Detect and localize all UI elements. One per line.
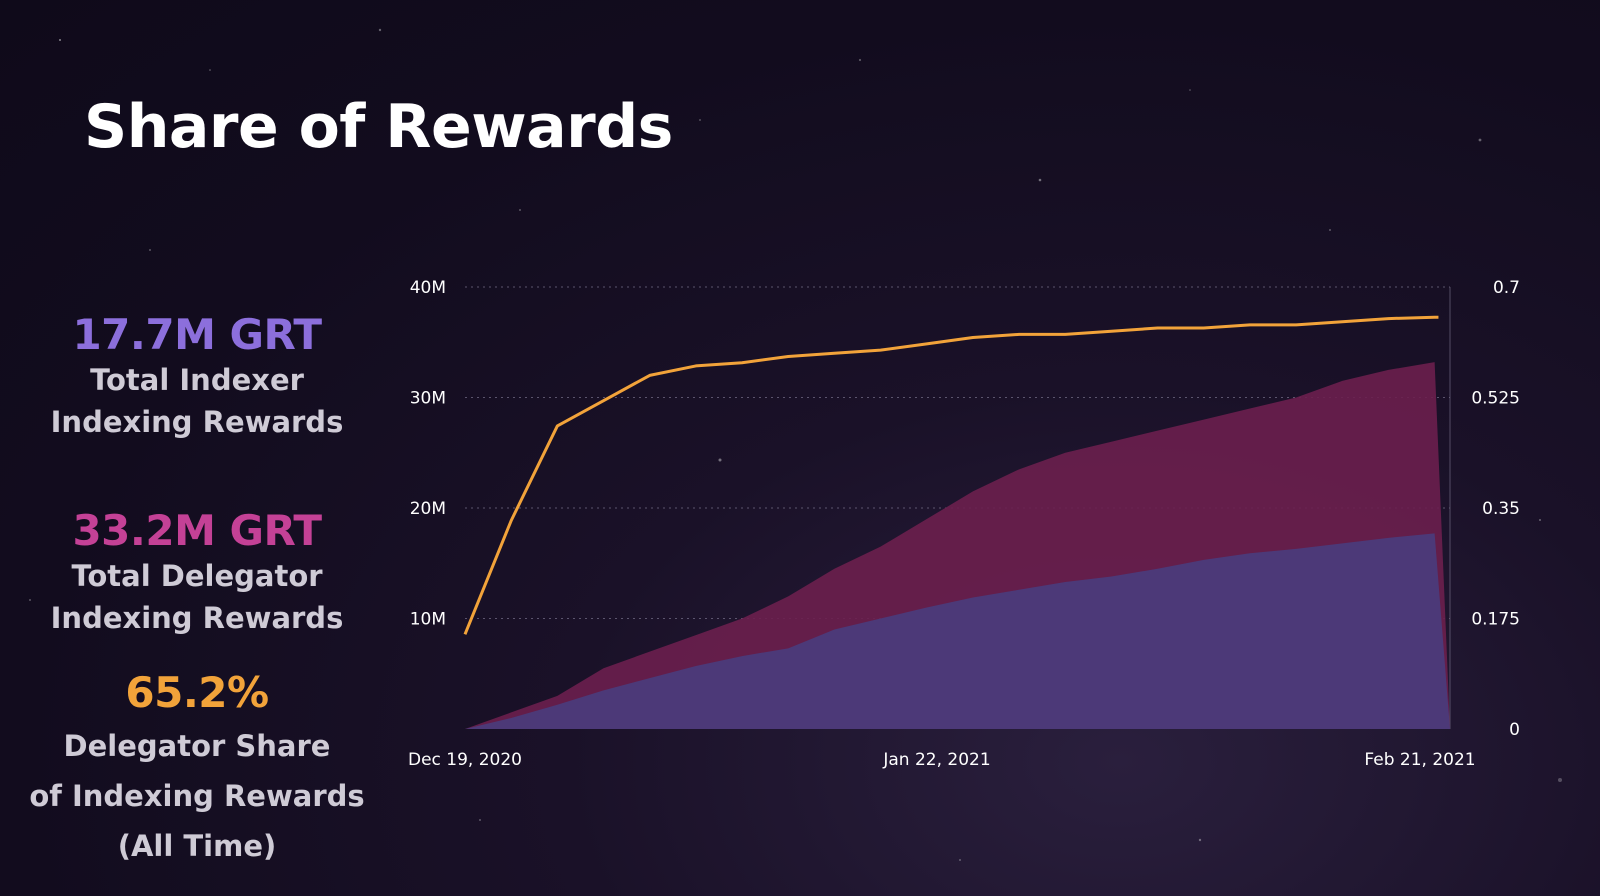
y-right-tick-label: 0.7 <box>1493 278 1520 298</box>
y-left-tick-label: 30M <box>410 389 446 409</box>
y-left-tick-label: 10M <box>410 610 446 630</box>
indexer-rewards-value: 17.7M GRT <box>72 310 322 359</box>
stat-delegator-rewards: 33.2M GRT Total Delegator Indexing Rewar… <box>20 506 374 639</box>
x-tick-label: Dec 19, 2020 <box>408 750 522 770</box>
delegator-share-line <box>463 315 1439 635</box>
page-title: Share of Rewards <box>84 92 673 162</box>
y-right-tick-label: 0 <box>1509 720 1520 740</box>
x-tick-label: Feb 21, 2021 <box>1364 750 1475 770</box>
delegator-rewards-label-line-2: Indexing Rewards <box>50 601 344 635</box>
delegator-share-label-line-1: Delegator Share <box>63 729 331 763</box>
y-right-tick-label: 0.35 <box>1482 499 1520 519</box>
y-right-tick-label: 0.175 <box>1471 610 1520 630</box>
indexer-rewards-label-line-2: Indexing Rewards <box>50 405 344 439</box>
stat-delegator-share: 65.2% Delegator Share of Indexing Reward… <box>20 668 374 867</box>
indexer-rewards-label-line-1: Total Indexer <box>90 363 304 397</box>
indexer-rewards-area <box>465 533 1450 729</box>
delegator-rewards-label-line-1: Total Delegator <box>71 559 323 593</box>
y-left-tick-label: 20M <box>410 499 446 519</box>
delegator-share-label-line-3: (All Time) <box>117 829 277 863</box>
delegator-rewards-value: 33.2M GRT <box>72 506 322 555</box>
rewards-chart: 40M 30M 20M 10M 0.7 0.525 0.35 0.175 0 Dec 19, 20… <box>408 278 1520 770</box>
delegator-share-label-line-2: of Indexing Rewards <box>29 779 365 813</box>
x-tick-label: Jan 22, 2021 <box>882 750 990 770</box>
delegator-share-value: 65.2% <box>125 668 269 717</box>
y-right-tick-label: 0.525 <box>1471 389 1520 409</box>
y-left-tick-label: 40M <box>410 278 446 298</box>
stat-indexer-rewards: 17.7M GRT Total Indexer Indexing Rewards <box>20 310 374 443</box>
